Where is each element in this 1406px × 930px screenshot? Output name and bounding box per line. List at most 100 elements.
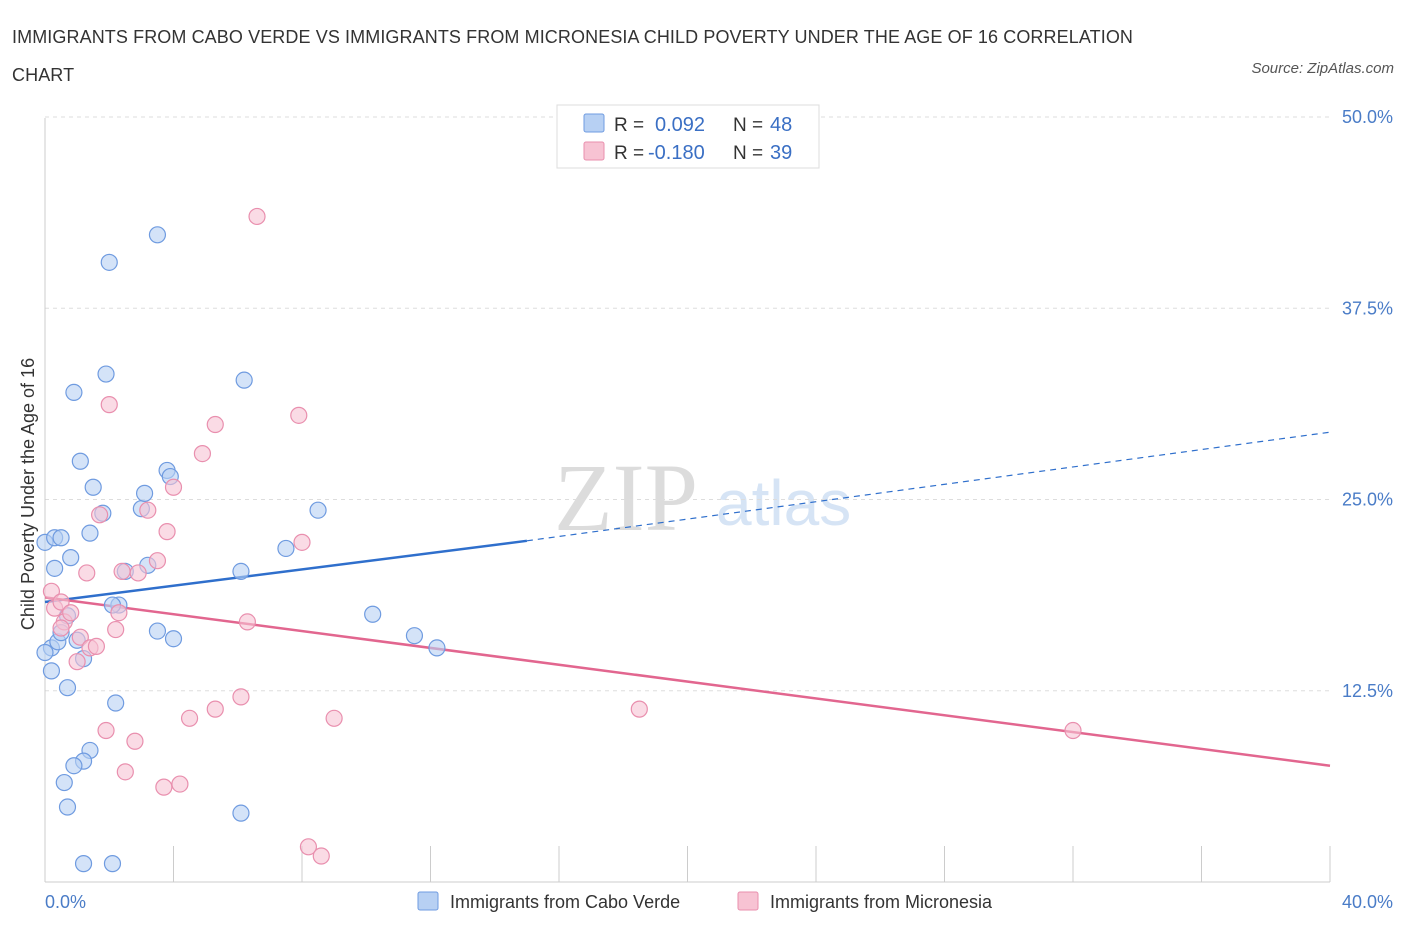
cabo-verde-point-46 xyxy=(405,627,424,645)
micronesia-point-11 xyxy=(91,506,109,524)
micronesia-point-28 xyxy=(206,700,224,718)
cabo-verde-point-36 xyxy=(55,773,73,792)
y-tick-label-2: 37.5% xyxy=(1342,298,1393,318)
y-tick-label-0: 12.5% xyxy=(1342,681,1393,701)
micronesia-point-2 xyxy=(52,593,70,611)
cabo-verde-point-16 xyxy=(84,478,102,496)
source-label: Source: ZipAtlas.com xyxy=(1251,60,1394,77)
cabo-verde-point-39 xyxy=(103,855,122,873)
legend-r-label-2: R = xyxy=(614,143,644,164)
gridlines xyxy=(45,116,1330,692)
micronesia-point-33 xyxy=(155,778,173,796)
micronesia-point-21 xyxy=(193,445,212,463)
cabo-verde-point-14 xyxy=(71,452,89,470)
legend-n-value-2: 39 xyxy=(770,142,792,164)
series-legend-label-cabo-verde: Immigrants from Cabo Verde xyxy=(450,892,680,912)
micronesia-point-36 xyxy=(299,838,318,856)
chart-title: IMMIGRANTS FROM CABO VERDE VS IMMIGRANTS… xyxy=(12,27,1134,85)
micronesia-point-26 xyxy=(238,613,256,631)
cabo-verde-point-38 xyxy=(74,855,93,873)
micronesia-point-34 xyxy=(171,775,189,793)
cabo-verde-point-45 xyxy=(364,605,382,623)
micronesia-point-39 xyxy=(1064,721,1082,740)
micronesia-point-32 xyxy=(116,763,134,781)
y-axis-tick-labels: 12.5% 25.0% 37.5% 50.0% xyxy=(1342,107,1393,701)
micronesia-point-6 xyxy=(71,628,89,646)
cabo-verde-point-17 xyxy=(100,253,118,271)
micronesia-point-4 xyxy=(62,604,80,622)
series-legend: Immigrants from Cabo Verde Immigrants fr… xyxy=(417,891,993,912)
micronesia-point-27 xyxy=(232,688,250,706)
micronesia-point-17 xyxy=(139,501,157,519)
cabo-verde-point-18 xyxy=(148,226,167,244)
cabo-verde-point-10 xyxy=(42,662,61,680)
x-tick-label-min: 0.0% xyxy=(45,892,86,912)
cabo-verde-point-35 xyxy=(65,757,83,775)
micronesia-point-22 xyxy=(206,415,224,434)
x-axis-ticks xyxy=(173,846,1331,882)
series-legend-label-micronesia: Immigrants from Micronesia xyxy=(770,892,993,912)
micronesia-point-30 xyxy=(97,721,115,740)
micronesia-point-15 xyxy=(113,562,131,581)
micronesia-point-23 xyxy=(248,207,266,226)
cabo-verde-point-31 xyxy=(164,630,183,648)
micronesia-point-19 xyxy=(158,523,176,541)
cabo-verde-point-25 xyxy=(135,484,154,502)
series-legend-swatch-micronesia xyxy=(737,891,759,911)
micronesia-point-14 xyxy=(107,620,125,639)
watermark: ZIP atlas xyxy=(554,444,851,551)
legend-n-label-2: N = xyxy=(733,143,763,164)
cabo-verde-point-43 xyxy=(277,539,295,558)
watermark-zip: ZIP xyxy=(554,444,698,551)
legend-r-value-2: -0.180 xyxy=(648,142,705,164)
micronesia-point-20 xyxy=(164,478,183,496)
trend-line-cabo-verde xyxy=(44,539,528,604)
micronesia-point-10 xyxy=(78,564,96,582)
trend-line-micronesia xyxy=(44,596,1331,767)
micronesia-point-35 xyxy=(325,709,343,727)
micronesia-point-13 xyxy=(110,604,128,622)
cabo-verde-point-2 xyxy=(52,529,70,547)
y-axis-label: Child Poverty Under the Age of 16 xyxy=(18,358,38,630)
micronesia-point-7 xyxy=(68,653,86,671)
cabo-verde-point-47 xyxy=(428,639,446,657)
cabo-verde-point-40 xyxy=(232,804,250,822)
micronesia-point-24 xyxy=(290,406,308,424)
trend-line-cabo-verde-extrapolated xyxy=(526,431,1331,542)
cabo-verde-point-41 xyxy=(232,562,250,581)
micronesia-point-25 xyxy=(293,533,311,551)
cabo-verde-point-30 xyxy=(148,622,167,640)
cabo-verde-point-21 xyxy=(81,524,99,542)
cabo-verde-point-7 xyxy=(36,643,54,662)
cabo-verde-point-37 xyxy=(58,798,77,816)
x-tick-label-max: 40.0% xyxy=(1342,892,1393,912)
cabo-verde-point-42 xyxy=(235,371,253,389)
micronesia-point-31 xyxy=(126,732,144,750)
cabo-verde-point-44 xyxy=(309,501,327,519)
cabo-verde-point-3 xyxy=(46,559,64,577)
micronesia-point-29 xyxy=(180,709,199,727)
micronesia-point-16 xyxy=(129,564,147,582)
cabo-verde-point-4 xyxy=(62,549,80,567)
micronesia-point-38 xyxy=(630,700,648,718)
micronesia-point-5 xyxy=(52,619,70,637)
points-micronesia xyxy=(42,207,1082,865)
y-tick-label-3: 50.0% xyxy=(1342,107,1393,127)
micronesia-point-12 xyxy=(100,396,118,414)
legend-n-label-1: N = xyxy=(733,115,763,136)
legend-n-value-1: 48 xyxy=(770,114,792,136)
micronesia-point-37 xyxy=(312,847,330,865)
legend-r-label-1: R = xyxy=(614,115,644,136)
legend-r-value-1: 0.092 xyxy=(655,114,705,136)
cabo-verde-point-19 xyxy=(97,365,115,383)
cabo-verde-point-32 xyxy=(107,694,125,712)
legend-swatch-cabo-verde xyxy=(583,113,605,133)
micronesia-point-9 xyxy=(87,637,106,655)
y-tick-label-1: 25.0% xyxy=(1342,490,1393,510)
points-cabo-verde xyxy=(36,226,446,873)
micronesia-point-0 xyxy=(42,582,61,600)
correlation-legend: R = 0.092 N = 48 R = -0.180 N = 39 xyxy=(556,104,820,169)
micronesia-point-18 xyxy=(148,552,167,570)
series-legend-swatch-cabo-verde xyxy=(417,891,439,911)
